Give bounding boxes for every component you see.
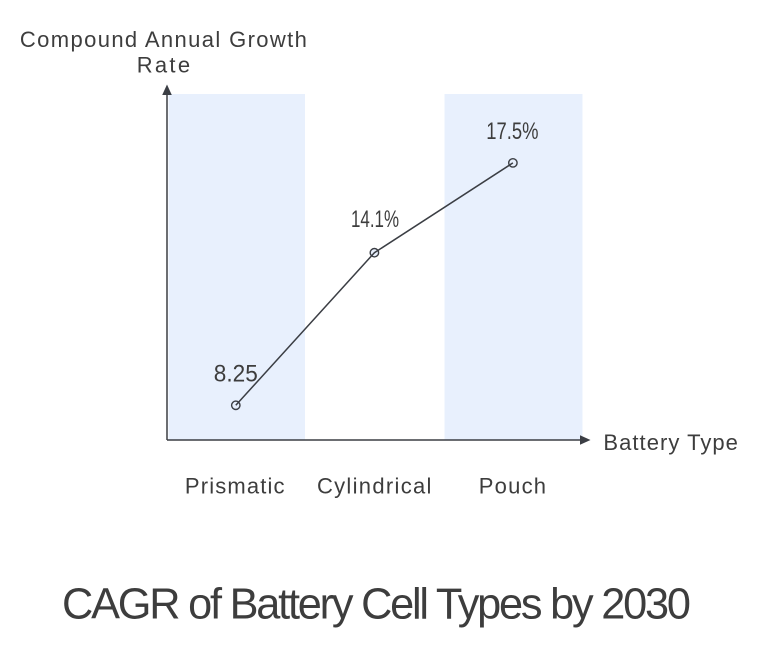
svg-text:Battery Type: Battery Type — [603, 430, 738, 455]
svg-text:Rate: Rate — [137, 53, 190, 78]
svg-text:14.1%: 14.1% — [351, 206, 399, 233]
svg-text:8.25: 8.25 — [214, 361, 258, 388]
svg-text:Compound Annual Growth: Compound Annual Growth — [20, 27, 307, 52]
svg-text:Prismatic: Prismatic — [185, 473, 285, 498]
svg-text:Pouch: Pouch — [479, 473, 546, 498]
svg-text:17.5%: 17.5% — [486, 118, 538, 145]
svg-text:CAGR of Battery Cell Types by: CAGR of Battery Cell Types by 2030 — [62, 581, 691, 629]
svg-text:Cylindrical: Cylindrical — [317, 473, 432, 498]
